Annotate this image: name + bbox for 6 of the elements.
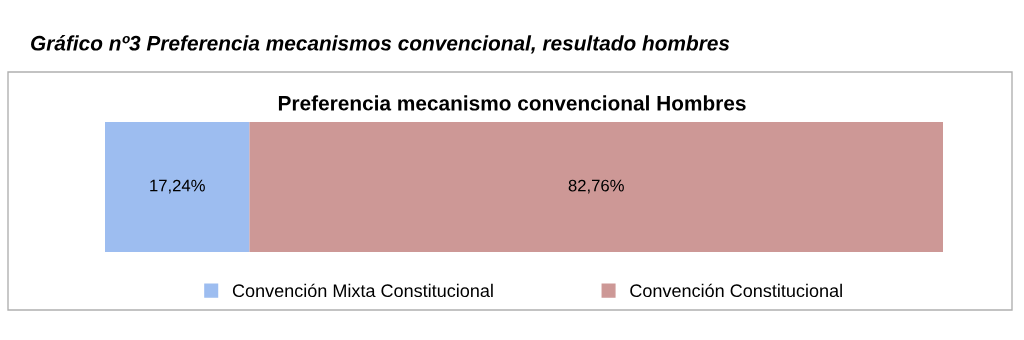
data-label: 82,76%	[568, 179, 624, 194]
data-label: 17,24%	[150, 179, 205, 194]
legend-label: Convención Mixta Constitucional	[232, 283, 493, 298]
chart-title: Gráfico nº3 Preferencia mecanismos convencional, resultado hombres	[31, 35, 730, 54]
legend-label: Convención Constitucional	[630, 283, 842, 298]
chart-subtitle: Preferencia mecanismo convencional Hombres	[278, 95, 746, 111]
